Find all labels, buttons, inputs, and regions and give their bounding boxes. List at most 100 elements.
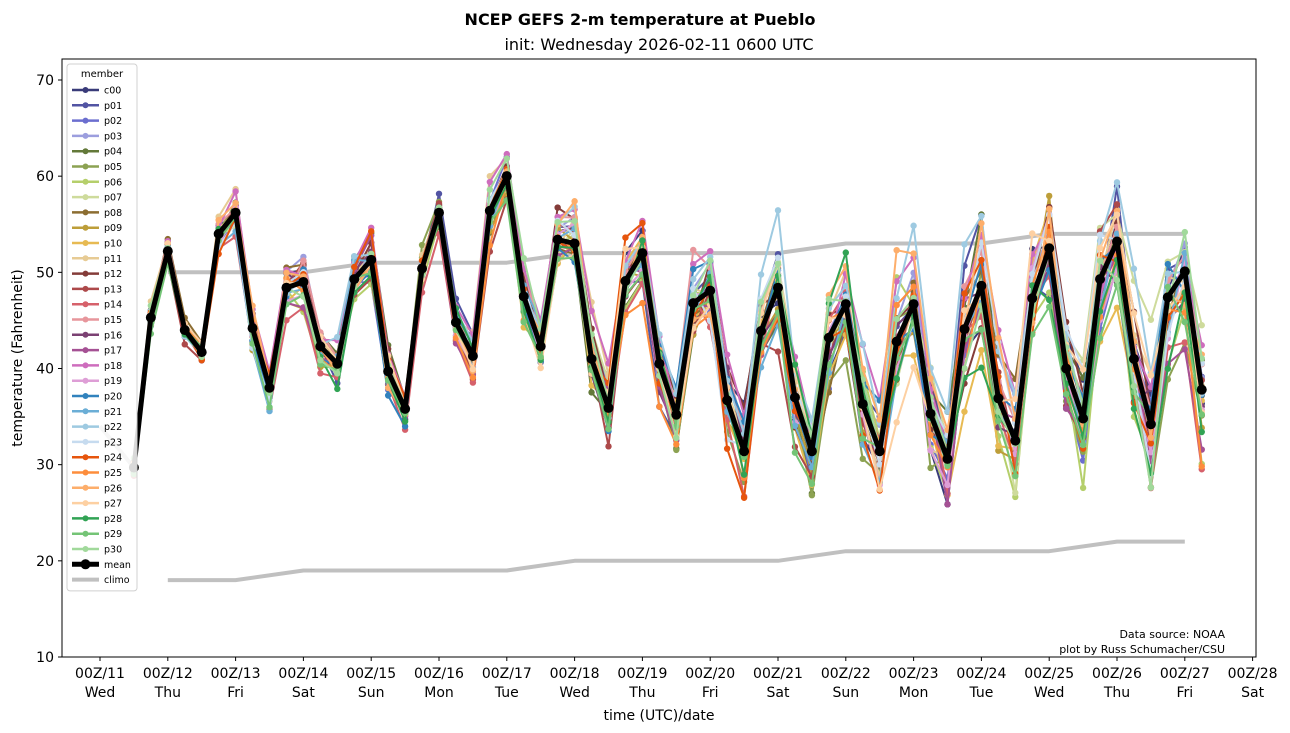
legend-marker [82,484,89,491]
mean-point [281,282,292,293]
member-point-p21 [1113,230,1121,237]
legend-marker [82,546,89,552]
member-point-p28 [893,375,900,382]
member-point-p28 [1198,428,1205,436]
member-point-p09 [995,447,1002,454]
member-point-p26 [232,199,239,207]
legend-marker [82,163,89,170]
x-tick-label: 00Z/28 [1228,666,1278,682]
member-series-p01 [130,176,1205,475]
member-point-p27 [1096,244,1104,252]
member-point-p24 [740,494,748,501]
member-point-p06 [1079,484,1087,492]
mean-point [671,409,682,420]
x-tick-day-label: Sun [358,685,385,701]
member-point-p15 [690,246,697,254]
member-point-p28 [978,364,985,371]
plot-frame [61,58,1257,658]
legend-label: p20 [104,392,122,403]
mean-point [1044,243,1055,254]
member-point-p18 [723,351,731,358]
member-point-p30 [520,254,527,262]
member-point-p26 [876,416,883,423]
x-tick-label: 00Z/27 [1160,666,1210,682]
x-tick-day-label: Sat [292,685,315,701]
legend-label: p04 [104,147,122,158]
member-point-p30 [893,315,900,323]
member-point-p05 [842,357,849,364]
member-point-p22 [910,222,917,229]
mean-point [213,228,224,239]
member-point-p20 [401,423,409,430]
member-point-p26 [571,198,578,205]
legend-item-p01: p01 [72,101,122,112]
legend-marker [82,117,89,124]
legend-marker [82,454,89,461]
legend-item-p12: p12 [72,269,122,280]
member-point-p29 [859,435,866,442]
legend-label: p06 [104,177,122,188]
x-tick-day-label: Wed [559,685,590,701]
legend-item-p05: p05 [72,162,122,173]
member-point-p25 [927,431,934,439]
member-point-p28 [842,249,849,256]
member-line-p23 [132,169,1203,476]
member-point-p10 [1113,304,1121,312]
member-point-p22 [1130,265,1138,272]
mean-point [349,274,360,285]
legend-label: p29 [104,529,122,540]
member-point-p30 [757,298,765,306]
member-point-p29 [808,480,816,488]
member-point-p27 [1046,237,1053,245]
legend-item-p26: p26 [72,483,122,494]
member-point-p19 [927,447,934,454]
mean-point [145,312,156,323]
member-point-p22 [978,212,985,220]
member-point-p17 [1181,346,1189,353]
member-point-p22 [1113,179,1121,186]
x-tick-day-label: Fri [1176,685,1193,701]
legend-label: p15 [104,315,122,326]
legend-marker [82,194,89,201]
member-point-p30 [1147,484,1155,491]
legend-item-p14: p14 [72,300,122,311]
mean-point [908,299,919,310]
member-point-p30 [1113,277,1121,284]
climo-high-line [167,231,1185,275]
x-tick-label: 00Z/24 [956,666,1006,682]
legend-marker [82,438,89,445]
member-line-p21 [132,177,1203,483]
legend-label: p26 [104,483,122,494]
mean-point [1128,353,1139,364]
member-point-p30 [690,292,697,299]
member-point-p27 [961,307,968,314]
member-point-p10 [910,352,917,359]
legend-label: mean [104,560,131,571]
member-point-p30 [317,357,324,364]
legend-label: p14 [104,300,122,311]
mean-point [1145,419,1156,430]
member-point-p27 [164,240,171,247]
legend-item-p28: p28 [72,514,122,525]
mean-point [501,171,512,182]
member-point-p25 [469,374,477,381]
x-tick-day-label: Mon [424,685,454,701]
legend-marker [82,331,89,338]
member-point-p23 [842,293,849,300]
member-point-p26 [215,216,222,224]
mean-point [552,234,563,245]
legend-label: p08 [104,208,122,219]
x-axis: 00Z/11 Wed 00Z/12 Thu 00Z/13 Fri 00Z/14 Sat 00Z/… [75,657,1278,701]
member-point-p27 [876,486,883,493]
mean-point [366,254,377,265]
member-point-p24 [622,234,629,241]
member-point-p26 [910,250,917,257]
legend-label: p18 [104,361,122,372]
mean-point [806,446,817,457]
legend-marker [82,347,89,354]
legend-item-p06: p06 [72,177,122,188]
legend-marker [82,423,89,430]
member-point-p27 [1147,372,1155,379]
y-tick-label: 50 [36,265,54,281]
member-point-p24 [978,256,985,264]
